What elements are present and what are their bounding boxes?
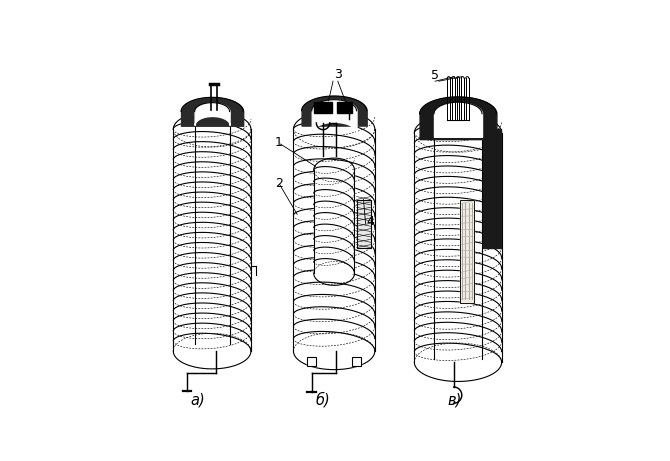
Polygon shape — [314, 101, 332, 112]
Polygon shape — [460, 200, 474, 303]
Text: а): а) — [190, 393, 205, 408]
Polygon shape — [352, 357, 361, 366]
Text: 2: 2 — [275, 177, 283, 189]
Polygon shape — [337, 101, 352, 112]
Text: 1: 1 — [275, 136, 283, 149]
Polygon shape — [174, 129, 251, 351]
Text: 5: 5 — [431, 69, 440, 83]
Polygon shape — [483, 129, 500, 248]
Polygon shape — [414, 133, 502, 362]
Text: 4: 4 — [366, 215, 374, 228]
Polygon shape — [307, 357, 316, 366]
Polygon shape — [356, 200, 371, 248]
Text: 3: 3 — [334, 67, 342, 81]
Polygon shape — [293, 129, 375, 351]
Polygon shape — [314, 170, 354, 273]
Text: б): б) — [316, 392, 330, 408]
Text: в): в) — [447, 393, 462, 408]
